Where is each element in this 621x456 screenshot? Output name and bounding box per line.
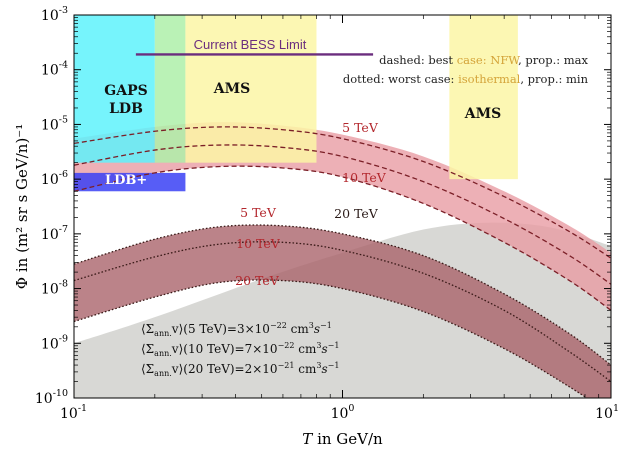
curve-best-case-10-TeV: [74, 144, 611, 285]
band-label-2: 10 TeV: [342, 170, 387, 185]
y-tick-label-1: 10-9: [41, 333, 68, 352]
y-tick-label-2: 10-8: [41, 279, 68, 298]
region-label-ldb-plus: LDB+: [105, 173, 147, 188]
band-label-3: 20 TeV: [334, 206, 379, 221]
y-tick-label-0: 10-10: [35, 388, 68, 407]
y-axis-label: Φ in (m² sr s GeV/n)⁻¹: [13, 124, 31, 289]
bess-limit-label: Current BESS Limit: [194, 37, 307, 52]
region-2: [185, 15, 317, 163]
curve-best-case-5-TeV: [74, 126, 611, 259]
band-label-6: 20 TeV: [235, 273, 280, 288]
cross-section-label-2: ⟨Σann.v⟩(10 TeV)=7×10−22 cm3s−1: [141, 341, 339, 358]
y-tick-label-7: 10-3: [41, 5, 68, 24]
region-label-ams-left: AMS: [213, 81, 250, 97]
x-tick-label-1: 100: [331, 403, 355, 422]
annotation-line-1: dashed: best case: NFW, prop.: max: [379, 53, 588, 67]
x-axis-label: T in GeV/n: [302, 430, 383, 448]
chart-annotations: GAPS LDB AMS AMS LDB+ Current BESS Limit dashe…: [104, 37, 588, 378]
chart-axes: 10-10 10-9 10-8 10-7 10-6 10-5 10-4 10-3 10-1 100…: [13, 5, 619, 448]
region-3: [74, 172, 186, 192]
curve-worst-case-5-TeV: [74, 224, 611, 366]
band-label-4: 5 TeV: [240, 205, 277, 220]
band-background: [74, 222, 611, 398]
band-label-5: 10 TeV: [236, 236, 281, 251]
curve-worst-case-10-TeV: [74, 241, 611, 383]
sensitivity-regions: [74, 15, 518, 192]
curve-worst-case-20-TeV: [74, 279, 588, 398]
y-tick-label-5: 10-5: [41, 114, 68, 133]
flux-curves: [74, 53, 611, 398]
region-0: [74, 15, 155, 163]
x-tick-label-2: 101: [595, 403, 619, 422]
band-worst-case: [74, 225, 611, 398]
region-1: [154, 15, 186, 163]
cross-section-label-1: ⟨Σann.v⟩(5 TeV)=3×10−22 cm3s−1: [141, 321, 332, 338]
x-tick-label-0: 10-1: [60, 403, 87, 422]
band-label-1: 5 TeV: [342, 120, 379, 135]
cross-section-label-3: ⟨Σann.v⟩(20 TeV)=2×10−21 cm3s−1: [141, 361, 339, 378]
region-label-ams-right: AMS: [464, 106, 501, 122]
annotation-line-2: dotted: worst case: isothermal, prop.: m…: [343, 72, 589, 86]
y-tick-label-3: 10-7: [41, 224, 68, 243]
region-label-gaps-ldb: GAPS LDB: [104, 83, 147, 117]
y-tick-label-6: 10-4: [41, 60, 68, 79]
region-4: [449, 15, 518, 180]
y-tick-label-4: 10-6: [41, 169, 68, 188]
